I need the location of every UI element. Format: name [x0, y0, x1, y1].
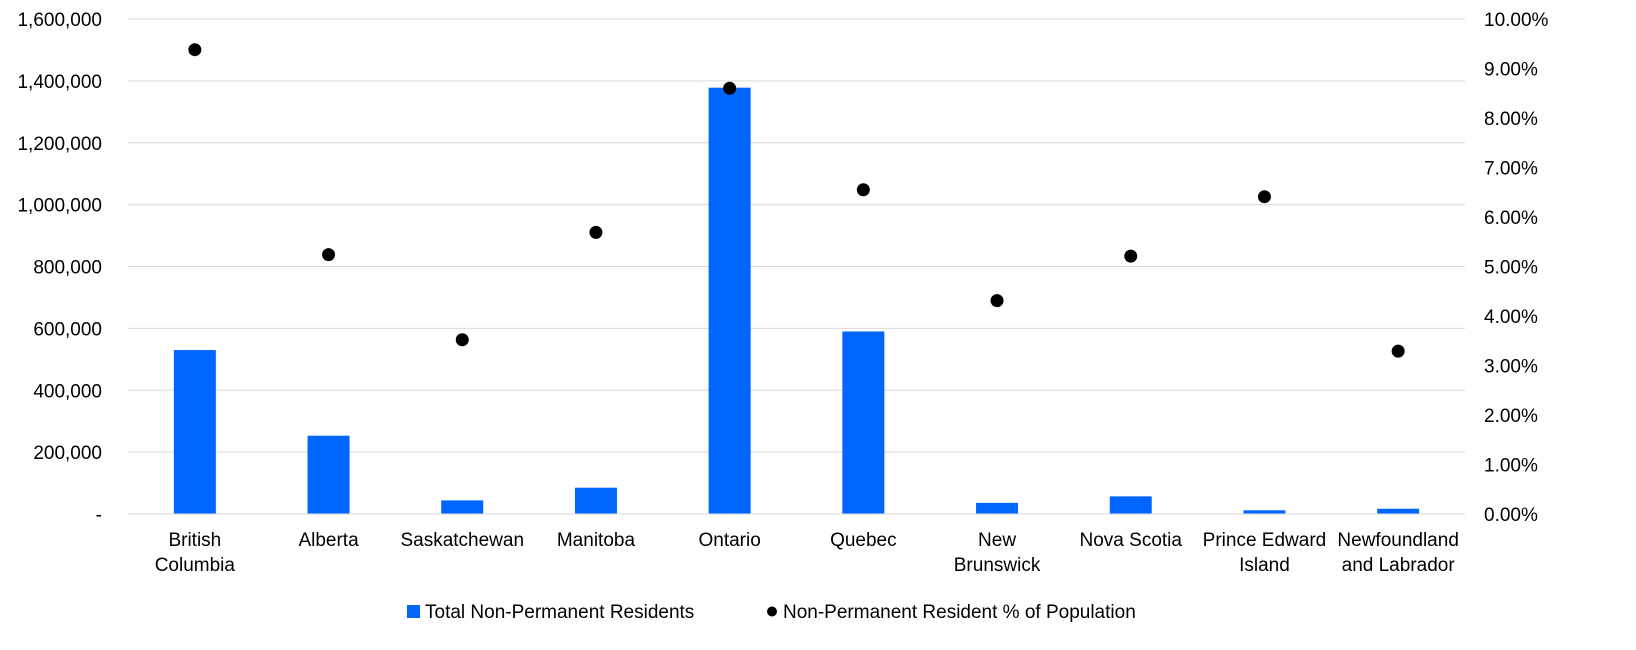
left-axis-tick-label: -	[96, 505, 102, 526]
left-axis-tick-label: 1,600,000	[17, 10, 102, 31]
dot	[1257, 190, 1271, 204]
dot	[1391, 344, 1405, 358]
left-axis: - 200,000 400,000 600,000 800,000 1,000,000 1,…	[17, 10, 102, 526]
x-axis-tick-label: Manitoba	[557, 530, 636, 551]
x-axis-tick-label: Saskatchewan	[400, 530, 524, 551]
bar	[708, 87, 751, 515]
x-axis-tick-label: Columbia	[155, 555, 236, 576]
bar	[574, 487, 617, 514]
dot	[723, 81, 737, 95]
bar	[976, 502, 1019, 514]
x-axis-tick-label: Quebec	[830, 530, 897, 551]
right-axis-tick-label: 8.00%	[1484, 109, 1538, 130]
bar	[307, 435, 350, 514]
legend: Total Non-Permanent Residents Non-Permane…	[407, 602, 1136, 623]
bar	[1377, 508, 1420, 514]
bar	[1243, 510, 1286, 514]
dot	[1124, 249, 1138, 263]
x-axis-tick-label: Alberta	[298, 530, 359, 551]
left-axis-tick-label: 800,000	[33, 258, 102, 279]
dot	[589, 225, 603, 239]
right-axis-tick-label: 7.00%	[1484, 159, 1538, 180]
x-axis-tick-label: Prince Edward	[1203, 530, 1327, 551]
bar-series	[173, 87, 1420, 515]
bar	[1109, 496, 1152, 514]
dot	[990, 294, 1004, 308]
legend-dot-label: Non-Permanent Resident % of Population	[783, 602, 1136, 623]
left-axis-tick-label: 1,200,000	[17, 134, 102, 155]
right-axis-tick-label: 10.00%	[1484, 10, 1549, 31]
left-axis-tick-label: 600,000	[33, 319, 102, 340]
legend-bar-swatch	[407, 605, 420, 618]
left-axis-tick-label: 400,000	[33, 381, 102, 402]
bar	[441, 500, 484, 514]
dot	[856, 183, 870, 197]
gridlines	[128, 18, 1465, 515]
right-axis-tick-label: 1.00%	[1484, 456, 1538, 477]
x-axis-tick-label: and Labrador	[1342, 555, 1456, 576]
right-axis-tick-label: 2.00%	[1484, 406, 1538, 427]
legend-bar-label: Total Non-Permanent Residents	[425, 602, 694, 623]
bar	[842, 331, 885, 514]
dot	[322, 248, 336, 262]
left-axis-tick-label: 200,000	[33, 443, 102, 464]
left-axis-tick-label: 1,400,000	[17, 72, 102, 93]
dot	[188, 43, 202, 57]
right-axis-tick-label: 3.00%	[1484, 357, 1538, 378]
x-axis: British Columbia Alberta Saskatchewan Manito…	[128, 513, 1465, 576]
x-axis-tick-label: Ontario	[698, 530, 760, 551]
right-axis-tick-label: 0.00%	[1484, 505, 1538, 526]
x-axis-tick-label: Newfoundland	[1337, 530, 1458, 551]
x-axis-tick-label: New	[978, 530, 1016, 551]
x-axis-tick-label: Nova Scotia	[1080, 530, 1183, 551]
dot-series	[188, 43, 1405, 358]
bar	[173, 350, 216, 514]
dot	[455, 333, 469, 347]
right-axis-tick-label: 6.00%	[1484, 208, 1538, 229]
right-axis-tick-label: 9.00%	[1484, 60, 1538, 81]
right-axis-tick-label: 5.00%	[1484, 258, 1538, 279]
x-axis-tick-label: Island	[1239, 555, 1290, 576]
x-axis-tick-label: Brunswick	[954, 555, 1041, 576]
right-axis-tick-label: 4.00%	[1484, 307, 1538, 328]
left-axis-tick-label: 1,000,000	[17, 196, 102, 217]
right-axis: 0.00% 1.00% 2.00% 3.00% 4.00% 5.00% 6.00% 7.00%…	[1484, 10, 1549, 526]
legend-dot-swatch	[767, 606, 777, 617]
x-axis-tick-label: British	[168, 530, 221, 551]
